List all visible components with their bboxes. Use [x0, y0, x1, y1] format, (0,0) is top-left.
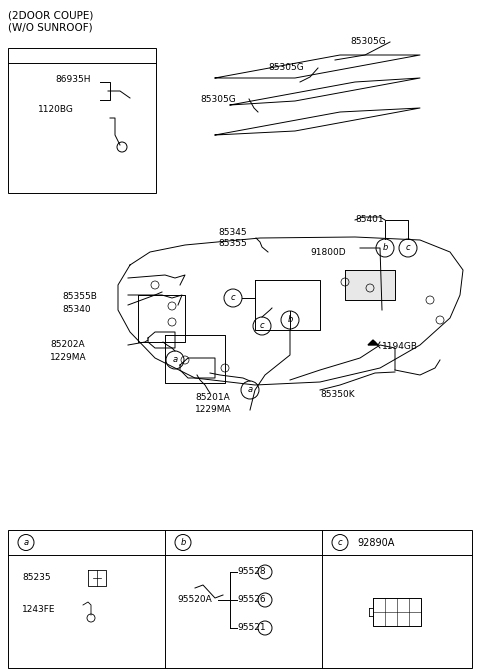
Text: 85345: 85345: [218, 228, 247, 237]
Text: (2DOOR COUPE): (2DOOR COUPE): [8, 10, 94, 20]
Text: b: b: [382, 244, 388, 252]
Text: 95528: 95528: [237, 568, 265, 576]
Text: c: c: [406, 244, 410, 252]
Text: 85305G: 85305G: [268, 64, 304, 72]
Polygon shape: [345, 270, 395, 300]
Bar: [8, 48, 156, 193]
Text: 86935H: 86935H: [55, 75, 91, 84]
Text: 85401: 85401: [355, 215, 384, 224]
Text: 1243FE: 1243FE: [22, 605, 56, 615]
Text: 85202A: 85202A: [50, 340, 84, 349]
Polygon shape: [368, 340, 378, 345]
Text: 95521: 95521: [237, 623, 265, 633]
Text: a: a: [24, 538, 29, 547]
Text: 1194GB: 1194GB: [382, 342, 418, 351]
Text: 85201A: 85201A: [195, 393, 230, 402]
Text: c: c: [338, 538, 342, 547]
Text: (W/O SUNROOF): (W/O SUNROOF): [8, 23, 93, 33]
Text: a: a: [247, 386, 252, 395]
Text: c: c: [231, 293, 235, 303]
Text: a: a: [172, 356, 178, 364]
Text: b: b: [288, 315, 293, 325]
Bar: [8, 530, 472, 668]
Text: 95520A: 95520A: [177, 595, 212, 605]
Text: 1229MA: 1229MA: [50, 353, 86, 362]
Text: 85355B: 85355B: [62, 292, 97, 301]
Text: 85235: 85235: [22, 574, 50, 582]
Text: 1229MA: 1229MA: [195, 405, 232, 414]
Text: 91800D: 91800D: [310, 248, 346, 257]
Text: 85305G: 85305G: [200, 95, 236, 103]
Text: 85350K: 85350K: [320, 390, 355, 399]
Text: 85340: 85340: [62, 305, 91, 314]
Text: 85305G: 85305G: [350, 38, 386, 46]
Text: c: c: [260, 321, 264, 331]
Text: 1120BG: 1120BG: [38, 105, 74, 114]
Text: b: b: [180, 538, 186, 547]
Text: 92890A: 92890A: [357, 537, 395, 548]
Text: 95526: 95526: [237, 595, 265, 605]
Text: 85355: 85355: [218, 239, 247, 248]
